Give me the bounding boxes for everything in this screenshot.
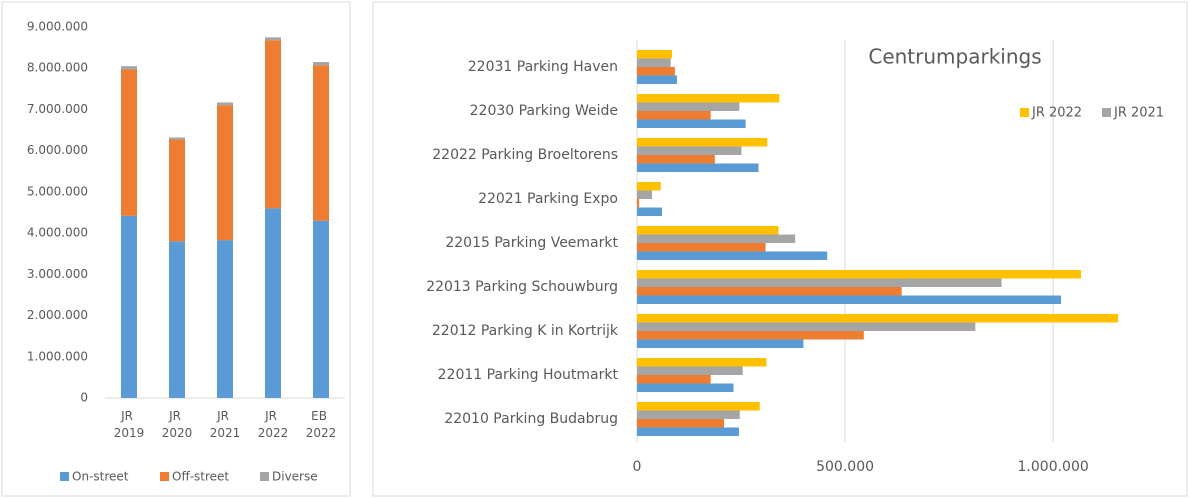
bar [637,67,675,76]
bar [637,119,746,128]
bar-segment [217,105,233,241]
bar-segment [217,240,233,398]
legend-label: JR 2021 [1113,106,1164,121]
y-tick-label: 22030 Parking Weide [470,103,618,119]
x-tick-label: JR 2021 [210,409,241,440]
bar [637,190,652,199]
bar [637,163,759,172]
bar [637,402,760,411]
legend-label: On-street [72,470,129,484]
y-tick-label: 22015 Parking Veemarkt [445,235,618,251]
bar [637,155,715,164]
bar [637,366,743,375]
y-tick-label: 22031 Parking Haven [468,59,618,75]
left-frame [1,1,351,497]
bar [637,94,780,103]
bar [637,75,677,84]
bar-segment [313,220,329,398]
y-tick-label: 22010 Parking Budabrug [444,411,618,427]
legend-label: Off-street [172,470,229,484]
bar [637,138,768,147]
bar [637,199,640,208]
x-tick-label: 500.000 [816,459,874,475]
bar-segment [265,208,281,398]
y-tick-label: 22012 Parking K in Kortrijk [432,323,619,339]
y-tick-label: 4.000.000 [27,226,88,240]
bar [637,383,734,392]
bar-segment [169,241,185,398]
y-tick-label: 3.000.000 [27,267,88,281]
bar [637,234,796,243]
bar [637,295,1062,304]
bar [637,314,1119,323]
y-tick-label: 2.000.000 [27,308,88,322]
legend-swatch [160,472,169,481]
bar-segment [313,65,329,221]
legend-swatch [260,472,269,481]
bar-segment [121,215,137,398]
chart-title: Centrumparkings [868,45,1041,69]
bar [637,58,671,67]
bar [637,207,662,216]
bar [637,331,864,340]
bar-segment [169,139,185,242]
bar [637,251,828,260]
bar-segment [313,62,329,66]
x-tick-label: JR 2020 [162,409,193,440]
bar [637,358,767,367]
x-tick-label: 0 [633,459,642,475]
bar [637,270,1082,279]
bar-segment [265,40,281,209]
bar-segment [121,69,137,216]
y-tick-label: 22021 Parking Expo [478,191,618,207]
legend-swatch [1102,108,1111,117]
bar [637,111,711,120]
y-tick-label: 5.000.000 [27,184,88,198]
bar [637,278,1002,287]
legend-swatch [60,472,69,481]
bar-segment [265,37,281,41]
bar [637,410,740,419]
x-tick-label: 1.000.000 [1018,459,1089,475]
legend-label: JR 2022 [1031,106,1082,121]
y-tick-label: 7.000.000 [27,102,88,116]
y-tick-label: 0 [80,391,88,405]
y-tick-label: 6.000.000 [27,143,88,157]
bar [637,146,742,155]
bar [637,226,779,235]
y-tick-label: 9.000.000 [27,20,88,34]
bar [637,243,766,252]
bar-segment [217,102,233,106]
bar [637,287,902,296]
bar [637,182,661,191]
bar [637,50,672,59]
legend-swatch [1020,108,1029,117]
bar [637,375,711,384]
bar [637,322,976,331]
x-tick-label: EB 2022 [306,409,337,440]
x-tick-label: JR 2019 [114,409,145,440]
bar [637,102,740,111]
x-tick-label: JR 2022 [258,409,289,440]
y-tick-label: 22022 Parking Broeltorens [432,147,618,163]
bar-segment [169,137,185,140]
bar [637,419,724,428]
bar [637,427,739,436]
y-tick-label: 22011 Parking Houtmarkt [438,367,619,383]
y-tick-label: 8.000.000 [27,61,88,75]
y-tick-label: 22013 Parking Schouwburg [426,279,618,295]
bar [637,339,804,348]
right-frame [372,1,1188,497]
bar-segment [121,66,137,70]
y-tick-label: 1.000.000 [27,349,88,363]
legend-label: Diverse [272,470,318,484]
